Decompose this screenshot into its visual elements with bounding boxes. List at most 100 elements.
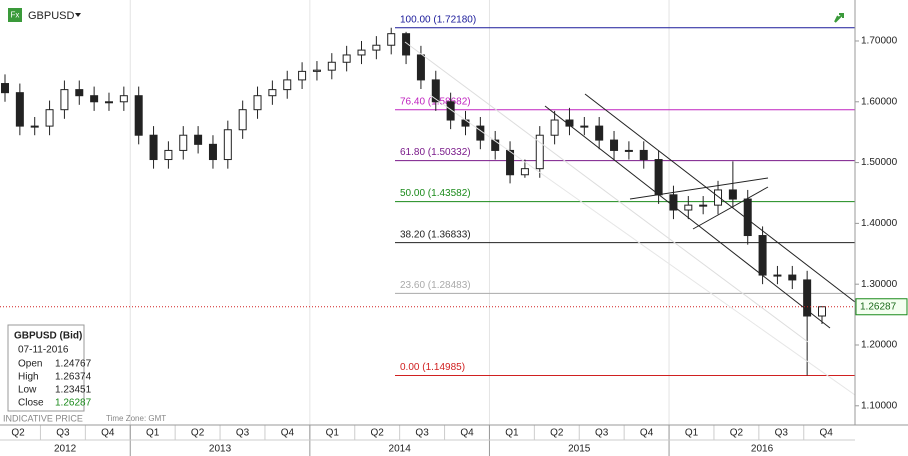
candle-body — [818, 306, 826, 317]
last-price-label: 1.26287 — [860, 301, 897, 312]
candle-body — [714, 189, 723, 206]
candle-body — [149, 134, 158, 161]
x-year-label: 2012 — [54, 444, 77, 455]
candle-body — [550, 119, 559, 136]
footer-text: INDICATIVE PRICE — [3, 413, 83, 423]
trend-line — [429, 94, 856, 396]
candle-body — [431, 79, 440, 103]
candle-body — [565, 119, 574, 127]
candle-body — [699, 204, 708, 207]
fib-label: 0.00 (1.14985) — [400, 362, 465, 373]
footer-text: Time Zone: GMT — [106, 414, 166, 423]
trend-icon — [834, 13, 844, 23]
candle-body — [238, 109, 247, 131]
candle-body — [728, 189, 737, 200]
info-value: 1.24767 — [55, 359, 92, 370]
fib-label: 100.00 (1.72180) — [400, 14, 476, 25]
trend-line — [544, 105, 831, 329]
fib-label: 23.60 (1.28483) — [400, 280, 471, 291]
trend-line — [629, 177, 769, 200]
x-tick-label: Q3 — [56, 428, 70, 439]
dropdown-arrow[interactable] — [75, 13, 81, 17]
candle-body — [610, 139, 619, 151]
candle-body — [446, 101, 455, 121]
trend-lines — [404, 41, 856, 396]
candle-body — [743, 198, 752, 237]
x-tick-label: Q2 — [191, 428, 205, 439]
x-tick-label: Q2 — [371, 428, 385, 439]
candle-body — [758, 235, 767, 276]
candle-body — [803, 279, 812, 317]
info-value: 1.23451 — [55, 385, 92, 396]
candle-body — [194, 134, 203, 145]
info-box — [7, 324, 85, 412]
last-price-box — [855, 298, 908, 316]
candle-body — [312, 69, 321, 72]
candle-body — [90, 95, 99, 103]
x-tick-label: Q3 — [415, 428, 429, 439]
x-tick-label: Q3 — [775, 428, 789, 439]
candle-body — [788, 274, 797, 281]
candle-body — [179, 134, 188, 151]
candle-body — [506, 149, 515, 176]
candle-body — [60, 89, 69, 111]
candle-body — [520, 168, 529, 176]
trend-line — [404, 41, 809, 343]
candle-body — [283, 79, 292, 91]
candle-body — [669, 194, 678, 211]
candle-body — [104, 101, 113, 104]
candle-body — [416, 54, 425, 81]
candle-body — [75, 89, 84, 97]
info-value: 1.26287 — [55, 398, 92, 409]
candle-body — [342, 54, 351, 63]
candle-body — [535, 134, 544, 170]
trend-line — [692, 186, 769, 230]
x-tick-label: Q4 — [460, 428, 474, 439]
icon-glyph: Fx — [11, 11, 20, 20]
symbol[interactable]: GBPUSD — [28, 10, 75, 22]
candle-body — [491, 139, 500, 151]
info-label: High — [18, 372, 39, 383]
candle-body — [639, 149, 648, 161]
info-label: Open — [18, 359, 42, 370]
candle-body — [595, 125, 604, 141]
candle-body — [624, 149, 633, 152]
y-tick-label: 1.30000 — [861, 279, 898, 290]
y-tick-label: 1.50000 — [861, 157, 898, 168]
info-value: 1.26374 — [55, 372, 92, 383]
y-tick-label: 1.10000 — [861, 400, 898, 411]
x-tick-label: Q4 — [101, 428, 115, 439]
x-year-label: 2016 — [751, 444, 774, 455]
candle-body — [268, 89, 277, 97]
trend-line — [584, 93, 856, 303]
info-date: 07-11-2016 — [18, 345, 69, 356]
x-tick-label: Q4 — [640, 428, 654, 439]
y-tick-label: 1.40000 — [861, 218, 898, 229]
x-tick-label: Q2 — [550, 428, 564, 439]
candle-body — [208, 143, 217, 161]
candle-body — [30, 125, 39, 128]
info-label: Low — [18, 385, 37, 396]
candle-body — [327, 61, 336, 71]
candle-body — [372, 44, 381, 51]
candle-body — [684, 204, 693, 211]
x-tick-label: Q1 — [326, 428, 340, 439]
y-tick-label: 1.60000 — [861, 96, 898, 107]
x-tick-label: Q1 — [146, 428, 160, 439]
info-title: GBPUSD (Bid) — [14, 331, 82, 342]
candle-body — [580, 125, 589, 128]
candle-body — [773, 274, 782, 277]
x-tick-label: Q2 — [730, 428, 744, 439]
candle-body — [134, 95, 143, 136]
x-tick-label: Q4 — [820, 428, 834, 439]
candle-body — [223, 129, 232, 161]
y-tick-label: 1.70000 — [861, 36, 898, 47]
candle-body — [119, 95, 128, 103]
x-year-label: 2015 — [568, 444, 591, 455]
fib-label: 61.80 (1.50332) — [400, 147, 471, 158]
candle-body — [15, 92, 24, 127]
x-tick-label: Q4 — [281, 428, 295, 439]
candle-body — [387, 33, 396, 46]
